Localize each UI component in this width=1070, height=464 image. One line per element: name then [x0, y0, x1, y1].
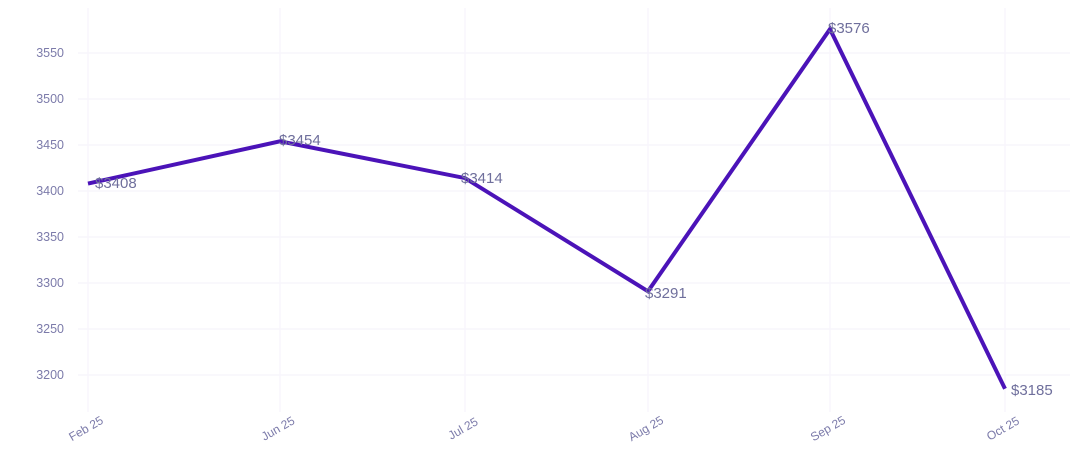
data-label-oct-25: $3185	[1011, 382, 1053, 399]
y-tick-label-3350: 3350	[36, 230, 64, 244]
y-axis-tick-labels: 3550 3500 3450 3400 3350 3300 3250 3200	[36, 46, 64, 382]
y-tick-label-3200: 3200	[36, 368, 64, 382]
x-tick-label-jul-25: Jul 25	[446, 414, 481, 442]
data-label-jun-25: $3454	[279, 132, 321, 149]
y-tick-label-3250: 3250	[36, 322, 64, 336]
x-tick-label-oct-25: Oct 25	[984, 413, 1022, 443]
horizontal-gridlines	[78, 52, 1070, 376]
x-tick-label-feb-25: Feb 25	[66, 413, 106, 444]
data-label-aug-25: $3291	[645, 285, 687, 302]
x-tick-label-jun-25: Jun 25	[259, 413, 297, 443]
data-point-labels: $3408 $3454 $3414 $3291 $3576 $3185	[95, 20, 1053, 399]
x-tick-label-aug-25: Aug 25	[626, 413, 666, 444]
y-tick-label-3500: 3500	[36, 92, 64, 106]
y-tick-label-3450: 3450	[36, 138, 64, 152]
y-tick-label-3300: 3300	[36, 276, 64, 290]
x-axis-tick-labels: Feb 25 Jun 25 Jul 25 Aug 25 Sep 25 Oct 2…	[66, 413, 1022, 444]
series-line-group	[87, 25, 1007, 390]
y-tick-label-3550: 3550	[36, 46, 64, 60]
vertical-gridlines	[87, 8, 1006, 412]
y-tick-label-3400: 3400	[36, 184, 64, 198]
data-label-jul-25: $3414	[461, 170, 503, 187]
series-line	[87, 25, 1007, 390]
x-tick-label-sep-25: Sep 25	[808, 413, 848, 444]
data-label-sep-25: $3576	[828, 20, 870, 37]
data-label-feb-25: $3408	[95, 175, 137, 192]
